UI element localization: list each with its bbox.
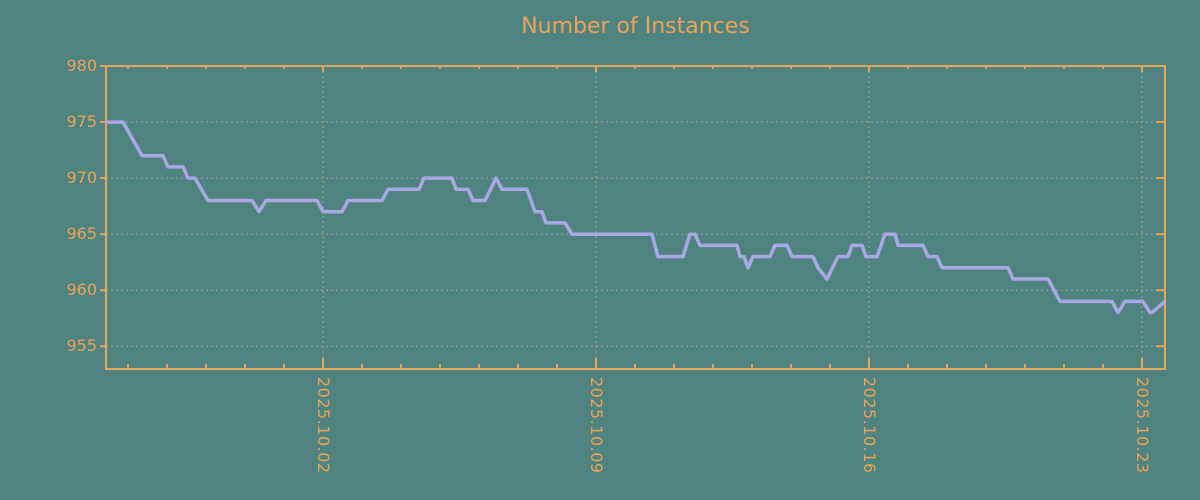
y-axis-tick-label: 970 xyxy=(66,168,97,188)
y-axis-tick-label: 960 xyxy=(66,280,97,300)
plot-border xyxy=(105,65,1166,370)
x-axis-tick-label: 2025.10.09 xyxy=(587,377,606,474)
series-line-instances xyxy=(106,120,1167,315)
chart-title: Number of Instances xyxy=(521,14,750,39)
y-axis-tick-label: 955 xyxy=(66,336,97,356)
x-axis-tick-label: 2025.10.16 xyxy=(860,377,879,474)
y-axis-tick-label: 975 xyxy=(66,112,97,132)
x-axis-tick-label: 2025.10.02 xyxy=(314,377,333,474)
y-axis-tick-label: 965 xyxy=(66,224,97,244)
x-axis-tick-label: 2025.10.23 xyxy=(1133,377,1152,474)
y-axis-tick-label: 980 xyxy=(66,56,97,75)
